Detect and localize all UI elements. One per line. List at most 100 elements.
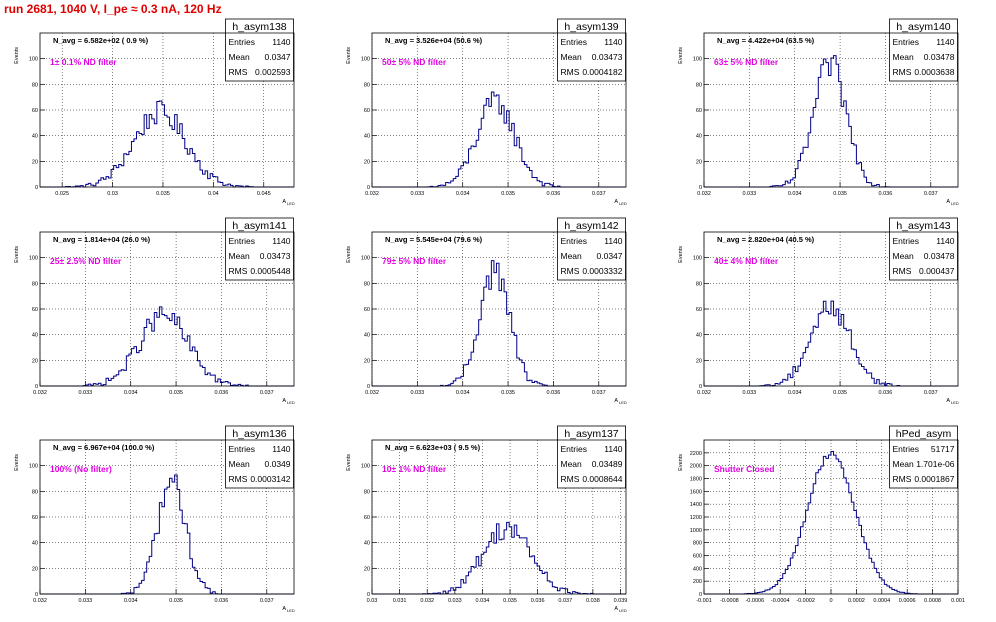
y-tick-label: 80 bbox=[696, 82, 702, 88]
stat-label: Entries bbox=[561, 236, 587, 246]
histogram-name: h_asym138 bbox=[232, 21, 286, 33]
histogram-name: hPed_asym bbox=[896, 428, 952, 440]
y-tick-label: 100 bbox=[29, 57, 38, 63]
stat-value: 1140 bbox=[604, 236, 623, 246]
stat-label: Entries bbox=[893, 236, 919, 246]
stat-label: RMS bbox=[893, 67, 912, 77]
y-tick-label: 400 bbox=[693, 566, 702, 572]
x-axis-title: A bbox=[946, 199, 950, 205]
x-tick-label: 0.035 bbox=[501, 191, 515, 197]
x-tick-label: 0.033 bbox=[410, 390, 424, 396]
histogram-name: h_asym140 bbox=[896, 21, 950, 33]
filter-note: 40± 4% ND filter bbox=[714, 256, 779, 266]
filter-note: 79± 5% ND filter bbox=[382, 256, 447, 266]
histogram-line bbox=[40, 306, 294, 387]
x-tick-label: 0.037 bbox=[924, 191, 938, 197]
stat-label: RMS bbox=[229, 67, 248, 77]
x-tick-label: 0.0004 bbox=[873, 598, 890, 604]
y-tick-label: 60 bbox=[32, 108, 38, 114]
stat-label: Mean bbox=[229, 52, 251, 62]
y-tick-label: 100 bbox=[29, 256, 38, 262]
x-tick-label: 0.032 bbox=[697, 390, 711, 396]
y-tick-label: 40 bbox=[364, 541, 370, 547]
x-tick-label: 0.035 bbox=[501, 390, 515, 396]
histogram-panel-h_asym142: 0.032 0.033 0.034 0.035 0.036 0.037 0 20 40 60 80 1… bbox=[346, 217, 627, 405]
histogram-name: h_asym141 bbox=[232, 220, 286, 232]
histogram-line bbox=[40, 474, 294, 595]
stat-label: RMS bbox=[229, 266, 248, 276]
y-tick-label: 20 bbox=[32, 358, 38, 364]
filter-note: 50± 5% ND filter bbox=[382, 57, 447, 67]
stat-value: 0.0347 bbox=[597, 251, 623, 261]
histogram-panel-hPed_asym: -0.001 -0.0008 -0.0006 -0.0004 -0.0002 0 0.000… bbox=[678, 425, 965, 604]
x-axis-title-subscript: LED bbox=[619, 201, 627, 206]
y-tick-label: 1200 bbox=[690, 515, 702, 521]
y-tick-label: 40 bbox=[32, 333, 38, 339]
histogram-line bbox=[372, 521, 626, 595]
histogram-panel-h_asym141: 0.032 0.033 0.034 0.035 0.036 0.037 0 20 40 60 80 1… bbox=[14, 217, 295, 405]
histogram-line bbox=[704, 451, 958, 595]
y-axis-title: Events bbox=[14, 246, 20, 263]
x-axis-title: A bbox=[282, 199, 286, 205]
navg-label: N_avg = 1.814e+04 (26.0 %) bbox=[53, 235, 151, 244]
y-tick-label: 0 bbox=[35, 185, 38, 191]
histogram-panel-h_asym139: 0.032 0.033 0.034 0.035 0.036 0.037 0 20 40 60 80 1… bbox=[346, 18, 627, 206]
histogram-panel-h_asym140: 0.032 0.033 0.034 0.035 0.036 0.037 0 20 40 60 80 1… bbox=[678, 18, 959, 206]
y-tick-label: 40 bbox=[696, 333, 702, 339]
stat-value: 0.0003332 bbox=[582, 266, 622, 276]
y-tick-label: 0 bbox=[699, 384, 702, 390]
y-tick-label: 20 bbox=[32, 159, 38, 165]
y-tick-label: 0 bbox=[699, 592, 702, 598]
x-axis-title: A bbox=[614, 398, 618, 404]
x-tick-label: 0.035 bbox=[156, 191, 170, 197]
y-tick-label: 100 bbox=[361, 57, 370, 63]
stat-value: 0.0004182 bbox=[582, 67, 622, 77]
navg-label: N_avg = 5.545e+04 (79.6 %) bbox=[385, 235, 483, 244]
navg-label: N_avg = 4.422e+04 (63.5 %) bbox=[717, 36, 815, 45]
stat-value: 0.0349 bbox=[265, 459, 291, 469]
stat-value: 1140 bbox=[604, 37, 623, 47]
x-tick-label: 0.033 bbox=[742, 191, 756, 197]
x-tick-label: 0.035 bbox=[503, 598, 517, 604]
y-tick-label: 100 bbox=[693, 57, 702, 63]
stat-label: Entries bbox=[229, 444, 255, 454]
y-tick-label: 60 bbox=[364, 307, 370, 313]
x-axis-title: A bbox=[614, 606, 618, 612]
histogram-name: h_asym137 bbox=[564, 428, 618, 440]
y-tick-label: 0 bbox=[367, 592, 370, 598]
x-tick-label: 0.036 bbox=[531, 598, 545, 604]
stat-label: Entries bbox=[561, 37, 587, 47]
y-tick-label: 2200 bbox=[690, 451, 702, 457]
y-tick-label: 100 bbox=[693, 256, 702, 262]
x-tick-label: 0.032 bbox=[365, 390, 379, 396]
x-tick-label: 0.03 bbox=[107, 191, 118, 197]
y-tick-label: 80 bbox=[364, 82, 370, 88]
filter-note: Shutter Closed bbox=[714, 464, 774, 474]
y-tick-label: 20 bbox=[32, 566, 38, 572]
histogram-name: h_asym136 bbox=[232, 428, 286, 440]
x-axis-title-subscript: LED bbox=[287, 201, 295, 206]
histogram-name: h_asym142 bbox=[564, 220, 618, 232]
y-tick-label: 80 bbox=[696, 281, 702, 287]
histogram-name: h_asym143 bbox=[896, 220, 950, 232]
y-tick-label: 0 bbox=[35, 384, 38, 390]
x-tick-label: 0.034 bbox=[476, 598, 490, 604]
navg-label: N_avg = 2.820e+04 (40.5 %) bbox=[717, 235, 815, 244]
stat-value: 0.0001867 bbox=[914, 474, 954, 484]
filter-note: 1± 0.1% ND filter bbox=[50, 57, 117, 67]
x-tick-label: 0 bbox=[829, 598, 832, 604]
x-tick-label: 0.036 bbox=[547, 191, 561, 197]
navg-label: N_avg = 3.526e+04 (50.6 %) bbox=[385, 36, 483, 45]
stat-label: Entries bbox=[229, 236, 255, 246]
x-tick-label: -0.0002 bbox=[796, 598, 815, 604]
x-tick-label: 0.039 bbox=[614, 598, 628, 604]
y-tick-label: 40 bbox=[32, 134, 38, 140]
x-tick-label: 0.04 bbox=[208, 191, 219, 197]
stat-value: 0.0003638 bbox=[914, 67, 954, 77]
x-tick-label: 0.001 bbox=[951, 598, 965, 604]
x-tick-label: 0.034 bbox=[788, 191, 802, 197]
x-tick-label: 0.037 bbox=[592, 191, 606, 197]
y-tick-label: 1000 bbox=[690, 528, 702, 534]
filter-note: 25± 2.5% ND filter bbox=[50, 256, 122, 266]
x-tick-label: 0.034 bbox=[788, 390, 802, 396]
